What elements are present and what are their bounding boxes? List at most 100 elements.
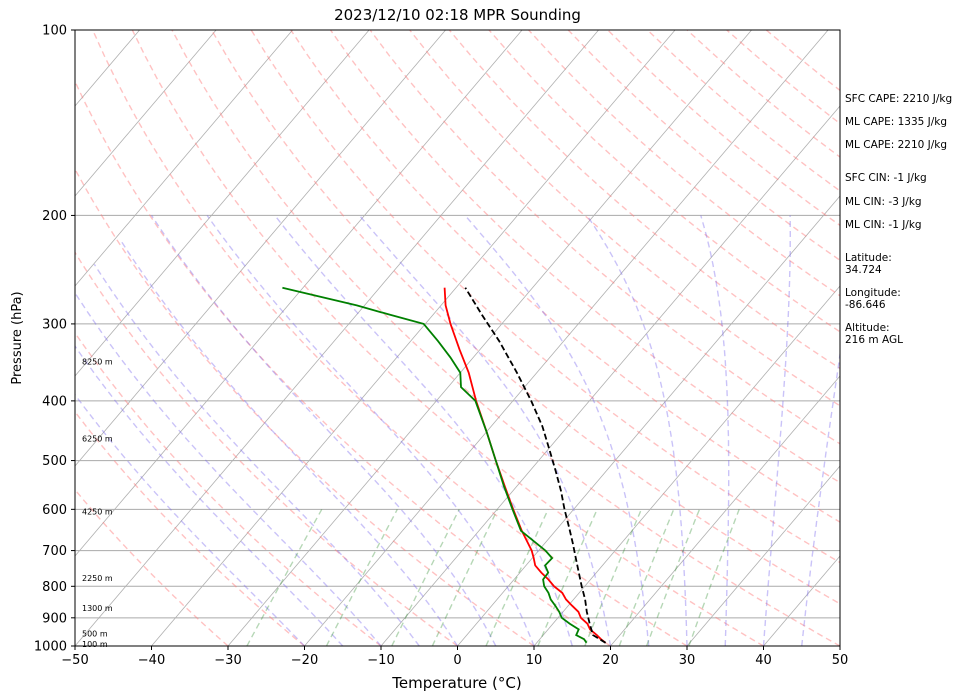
dewpoint-line	[282, 286, 588, 644]
moist-adiabat-line	[358, 214, 612, 646]
y-axis: 1000 900 800 700 600 500 400 300 200 100	[34, 24, 75, 655]
y-tick-label: 600	[42, 503, 67, 518]
isotherm-line	[227, 30, 752, 646]
moist-adiabat-line	[274, 214, 573, 646]
x-tick-label: 0	[453, 653, 461, 668]
height-label: 4250 m	[82, 508, 113, 517]
moist-adiabat-line	[151, 215, 497, 646]
sfc-cin-text: SFC CIN: -1 J/kg	[845, 172, 927, 184]
ml-cin-text-1: ML CIN: -3 J/kg	[845, 196, 922, 208]
isotherm-line	[686, 465, 840, 646]
x-tick-label: −50	[61, 653, 88, 668]
moist-adiabat-line	[464, 214, 650, 646]
isotherm-line	[151, 30, 676, 646]
mixing-ratio-line	[485, 509, 549, 646]
isotherm-line	[75, 30, 370, 377]
latitude-label: Latitude:	[845, 252, 892, 264]
moist-adiabat-line	[700, 215, 730, 646]
moist-adiabat-line	[93, 263, 420, 646]
dry-adiabat-line	[250, 30, 840, 564]
mixing-ratio-line	[645, 509, 701, 646]
mixing-ratio-line	[688, 509, 740, 646]
x-tick-label: 40	[755, 653, 772, 668]
altitude-value: 216 m AGL	[845, 334, 903, 346]
isotherm-line	[533, 285, 840, 646]
height-label: 2250 m	[82, 574, 113, 583]
y-tick-label: 400	[42, 394, 67, 409]
parcel-path-line	[464, 287, 607, 644]
height-label: 8250 m	[82, 357, 113, 366]
y-axis-label: Pressure (hPa)	[10, 291, 25, 384]
x-tick-label: −30	[214, 653, 241, 668]
mixing-ratio-line	[618, 509, 675, 646]
isotherm-line	[75, 30, 523, 557]
x-tick-label: −40	[138, 653, 165, 668]
latitude-value: 34.724	[845, 264, 882, 276]
dry-adiabat-line	[290, 30, 840, 523]
ml-cape-text-1: ML CAPE: 1335 J/kg	[845, 116, 948, 128]
isotherm-line	[457, 195, 840, 646]
y-tick-label: 800	[42, 580, 67, 595]
y-tick-label: 900	[42, 611, 67, 626]
dry-adiabat-line	[409, 30, 840, 407]
height-label: 6250 m	[82, 434, 113, 443]
mixing-ratio-line	[431, 508, 499, 646]
moist-adiabat-line	[206, 214, 535, 646]
isotherm-line	[75, 30, 217, 197]
mixing-ratio-line	[584, 509, 642, 646]
moist-adiabat-line	[75, 291, 382, 646]
x-tick-label: −20	[291, 653, 318, 668]
sounding-profiles	[282, 286, 607, 644]
dry-adiabat-line	[210, 30, 840, 605]
ml-cin-text-2: ML CIN: -1 J/kg	[845, 219, 922, 231]
mixing-ratio-line	[325, 508, 398, 646]
x-tick-label: 10	[526, 653, 543, 668]
x-axis-label: Temperature (°C)	[391, 674, 521, 692]
isotherm-line	[75, 30, 599, 646]
moist-adiabat-line	[75, 344, 344, 646]
temperature-line	[443, 287, 607, 644]
longitude-label: Longitude:	[845, 287, 901, 299]
y-tick-label: 300	[42, 317, 67, 332]
x-axis: −50 −40 −30 −20 −10 0 10 20 30 40 50	[61, 646, 848, 668]
moist-adiabat-line	[120, 240, 459, 646]
dry-adiabat-line	[75, 167, 535, 646]
dry-adiabat-line	[131, 30, 764, 646]
dry-adiabat-line	[75, 488, 229, 646]
dry-adiabat-line	[329, 30, 840, 484]
longitude-value: -86.646	[845, 299, 886, 311]
y-tick-label: 1000	[34, 640, 67, 655]
mixing-ratio-line	[537, 509, 598, 646]
isotherm-line	[610, 375, 840, 646]
height-label: 1300 m	[82, 604, 113, 613]
background-reference-lines	[75, 30, 840, 646]
moist-adiabat-line	[801, 350, 840, 646]
dry-adiabat-line	[369, 30, 840, 445]
dry-adiabat-line	[171, 30, 840, 646]
moist-adiabat-line	[586, 215, 688, 646]
dry-adiabat-line	[75, 251, 458, 646]
isotherm-line	[75, 30, 293, 287]
plot-frame	[74, 29, 841, 647]
y-tick-label: 100	[42, 24, 67, 39]
ml-cape-text-2: ML CAPE: 2210 J/kg	[845, 139, 948, 151]
dry-adiabat-line	[75, 410, 305, 646]
mixing-ratio-line	[246, 508, 323, 646]
y-tick-label: 500	[42, 454, 67, 469]
height-label: 500 m	[82, 630, 108, 639]
isotherm-line	[75, 30, 446, 467]
x-tick-label: 50	[832, 653, 849, 668]
x-tick-label: 30	[679, 653, 696, 668]
height-label: 100 m	[82, 640, 108, 649]
y-tick-label: 700	[42, 544, 67, 559]
x-tick-label: −10	[367, 653, 394, 668]
dry-adiabat-line	[75, 79, 611, 646]
y-tick-label: 200	[42, 209, 67, 224]
altitude-label: Altitude:	[845, 322, 890, 334]
moist-adiabat-line	[762, 215, 792, 646]
chart-title: 2023/12/10 02:18 MPR Sounding	[334, 6, 581, 24]
dry-adiabat-line	[528, 30, 840, 297]
x-tick-label: 20	[602, 653, 619, 668]
